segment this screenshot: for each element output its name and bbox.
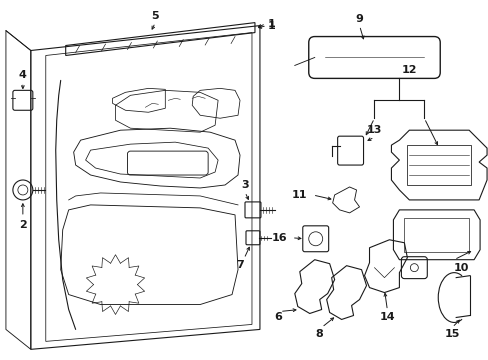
- Text: 11: 11: [291, 190, 307, 200]
- Text: 13: 13: [366, 125, 382, 135]
- Text: 6: 6: [273, 312, 281, 323]
- Text: 14: 14: [379, 312, 394, 323]
- Text: 16: 16: [271, 233, 287, 243]
- Bar: [407, 145, 470, 185]
- Text: 1: 1: [267, 21, 275, 31]
- Text: 1: 1: [267, 19, 275, 28]
- Text: 7: 7: [236, 260, 244, 270]
- Text: 8: 8: [315, 329, 323, 339]
- Text: 4: 4: [19, 71, 27, 80]
- Text: 12: 12: [401, 66, 416, 76]
- Text: 5: 5: [151, 11, 159, 21]
- Text: 2: 2: [19, 220, 27, 230]
- Text: 3: 3: [241, 180, 248, 190]
- Text: 15: 15: [444, 329, 459, 339]
- Text: 9: 9: [355, 14, 363, 24]
- Text: 10: 10: [452, 263, 468, 273]
- Bar: [404, 218, 468, 252]
